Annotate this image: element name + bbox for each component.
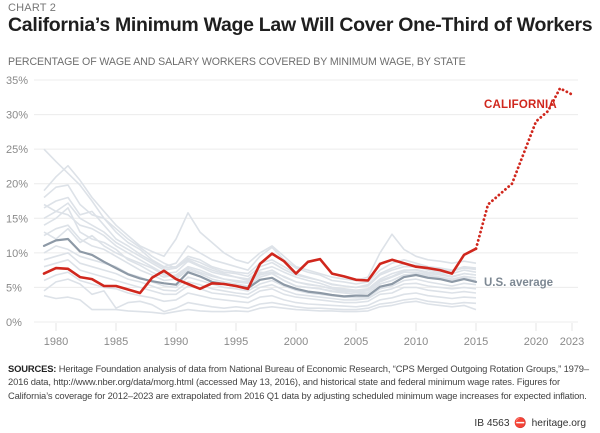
y-tick-label: 35%: [6, 75, 28, 87]
state-line: [43, 164, 477, 282]
california-label: CALIFORNIA: [484, 99, 557, 111]
x-tick-label: 2020: [524, 336, 548, 348]
state-line: [43, 207, 477, 293]
us-average-line: [42, 237, 478, 298]
x-tick-label: 1990: [164, 336, 188, 348]
california-projected-line: [474, 86, 574, 251]
state-lines: [43, 148, 477, 315]
highlight-lines: [42, 86, 574, 298]
state-line: [43, 245, 477, 299]
line-chart: 0% 5% 10% 15% 20% 25% 30% 35% 1980 1985 1990 1995 2…: [6, 75, 584, 348]
sources-note: SOURCES: Heritage Foundation analysis of…: [8, 362, 598, 402]
y-tick-label: 20%: [6, 179, 28, 191]
x-tick-label: 1985: [104, 336, 128, 348]
y-tick-label: 25%: [6, 144, 28, 156]
liberty-bell-icon: ⛔: [514, 418, 527, 429]
y-tick-label: 5%: [6, 282, 22, 294]
state-line: [43, 227, 477, 293]
state-line: [43, 224, 477, 296]
x-tick-label: 2000: [284, 336, 308, 348]
us-average-label: U.S. average: [484, 277, 553, 289]
x-tick-label: 2010: [404, 336, 428, 348]
x-tick-label: 2015: [464, 336, 488, 348]
chart-kicker: CHART 2: [8, 2, 57, 14]
brief-id: IB 4563: [474, 418, 510, 429]
site-link[interactable]: heritage.org: [531, 418, 586, 429]
state-line: [43, 184, 477, 285]
sources-label: SOURCES:: [8, 363, 57, 374]
state-line: [43, 294, 477, 315]
x-tick-label: 1995: [224, 336, 248, 348]
california-line: [42, 247, 478, 295]
y-axis-ticks: 0% 5% 10% 15% 20% 25% 30% 35%: [6, 75, 28, 329]
x-tick-label: 1980: [44, 336, 68, 348]
state-line: [43, 252, 477, 301]
x-axis-ticks: 1980 1985 1990 1995 2000 2005 2010 2015 2020 2023: [44, 323, 584, 348]
chart-title: California’s Minimum Wage Law Will Cover…: [8, 14, 593, 36]
y-tick-label: 0%: [6, 317, 22, 329]
y-tick-label: 10%: [6, 248, 28, 260]
x-tick-label: 2005: [344, 336, 368, 348]
state-line: [43, 271, 477, 308]
y-tick-label: 15%: [6, 213, 28, 225]
x-tick-label: 2023: [560, 336, 584, 348]
chart-subtitle: PERCENTAGE OF WAGE AND SALARY WORKERS CO…: [8, 56, 466, 68]
y-tick-label: 30%: [6, 110, 28, 122]
footer-credit: IB 4563 ⛔ heritage.org: [474, 418, 586, 429]
state-line: [43, 278, 477, 313]
state-line: [43, 259, 477, 304]
sources-text: Heritage Foundation analysis of data fro…: [8, 363, 589, 401]
